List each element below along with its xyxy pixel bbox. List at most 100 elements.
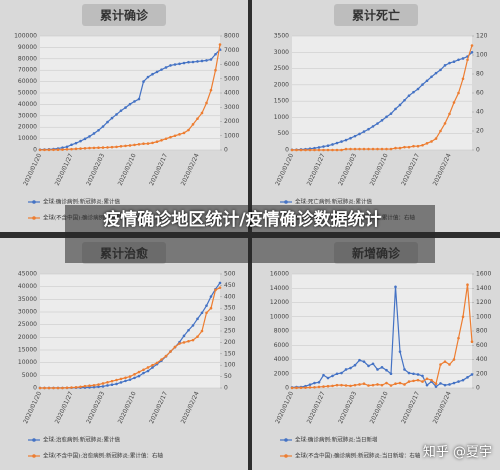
data-point xyxy=(385,147,388,151)
data-point xyxy=(88,135,91,138)
chart-panel: 新增确诊020004000600080001000012000140001600… xyxy=(252,238,500,470)
data-point xyxy=(164,66,168,69)
data-point xyxy=(178,133,181,136)
data-point xyxy=(92,132,96,135)
data-point xyxy=(394,107,397,111)
y-tick-label: 90000 xyxy=(18,44,37,51)
data-point xyxy=(380,383,384,387)
data-point xyxy=(470,340,474,343)
data-point xyxy=(344,384,348,387)
legend-marker xyxy=(32,454,36,458)
data-point xyxy=(461,57,465,60)
data-point xyxy=(196,317,199,321)
data-point xyxy=(367,147,370,151)
y-tick-label: 45000 xyxy=(18,271,37,278)
data-point xyxy=(353,363,357,367)
y-tick-label: 10000 xyxy=(18,135,37,142)
data-point xyxy=(137,370,141,374)
legend-label: 全球(不含中国):确诊病例:新冠肺炎:当日新增：右轴 xyxy=(295,452,421,460)
data-point xyxy=(214,288,217,292)
data-point xyxy=(83,384,87,388)
legend-label: 全球:确诊病例:新冠肺炎:当日新增 xyxy=(295,436,378,444)
data-point xyxy=(209,306,213,310)
data-point xyxy=(128,375,132,378)
data-point xyxy=(398,146,402,150)
data-point xyxy=(304,386,307,389)
y2-tick-label: 1200 xyxy=(476,299,491,306)
legend-label: 全球:确诊病例:新冠肺炎:累计值 xyxy=(43,198,121,206)
data-point xyxy=(308,386,312,389)
data-point xyxy=(344,138,348,142)
data-point xyxy=(362,130,366,133)
data-point xyxy=(412,379,415,383)
data-point xyxy=(218,43,222,46)
data-point xyxy=(403,368,406,371)
y2-tick-label: 100 xyxy=(476,52,488,59)
data-point xyxy=(115,382,118,386)
data-point xyxy=(110,383,114,387)
y2-tick-label: 60 xyxy=(476,90,484,97)
legend-marker xyxy=(32,216,36,220)
y-tick-label: 20000 xyxy=(18,334,37,341)
data-point xyxy=(380,147,384,151)
data-point xyxy=(151,141,154,145)
data-point xyxy=(200,111,204,115)
data-point xyxy=(385,368,388,372)
data-point xyxy=(214,52,217,56)
data-point xyxy=(371,383,375,387)
data-point xyxy=(200,329,204,333)
data-point xyxy=(295,386,298,390)
data-point xyxy=(164,354,168,358)
data-point xyxy=(182,334,186,338)
data-point xyxy=(371,147,375,151)
data-point xyxy=(322,373,325,377)
data-point xyxy=(160,139,163,142)
data-point xyxy=(416,144,420,148)
data-point xyxy=(461,315,465,319)
y2-tick-label: 400 xyxy=(224,293,236,300)
data-point xyxy=(200,59,204,63)
data-point xyxy=(209,88,213,92)
data-point xyxy=(146,366,150,369)
data-point xyxy=(65,145,69,149)
data-point xyxy=(398,381,402,385)
data-point xyxy=(317,385,321,389)
data-point xyxy=(389,384,393,387)
watermark: 知乎 @夏宇 xyxy=(422,445,492,460)
data-point xyxy=(457,58,460,62)
legend-marker xyxy=(284,200,288,204)
data-point xyxy=(448,61,451,65)
y-tick-label: 1000 xyxy=(274,114,289,121)
y2-tick-label: 250 xyxy=(224,328,236,335)
data-point xyxy=(385,381,388,385)
data-point xyxy=(398,103,402,107)
y-tick-label: 5000 xyxy=(22,372,37,379)
y2-tick-label: 400 xyxy=(476,356,488,363)
y2-tick-label: 0 xyxy=(476,385,480,392)
data-point xyxy=(142,368,145,372)
data-point xyxy=(106,384,109,387)
data-point xyxy=(425,142,429,145)
data-point xyxy=(43,148,46,152)
data-point xyxy=(430,75,433,79)
y-tick-label: 6000 xyxy=(274,342,289,349)
legend-label: 全球:治愈病例:新冠肺炎:累计值 xyxy=(43,436,121,444)
data-point xyxy=(344,368,348,371)
data-point xyxy=(376,122,379,125)
y-tick-label: 50000 xyxy=(18,90,37,97)
data-point xyxy=(452,381,456,385)
data-point xyxy=(353,134,357,138)
y-tick-label: 2000 xyxy=(274,81,289,88)
data-point xyxy=(394,285,397,289)
data-point xyxy=(196,117,199,120)
data-point xyxy=(389,147,393,151)
y-tick-label: 2500 xyxy=(274,65,289,72)
data-point xyxy=(173,134,177,138)
legend-marker xyxy=(284,454,288,458)
legend-label: 全球(不含中国):治愈病例:新冠肺炎:累计值：右轴 xyxy=(43,452,163,460)
y-tick-label: 30000 xyxy=(18,112,37,119)
data-point xyxy=(376,368,379,371)
y-tick-label: 100000 xyxy=(14,33,37,40)
data-point xyxy=(362,382,366,386)
